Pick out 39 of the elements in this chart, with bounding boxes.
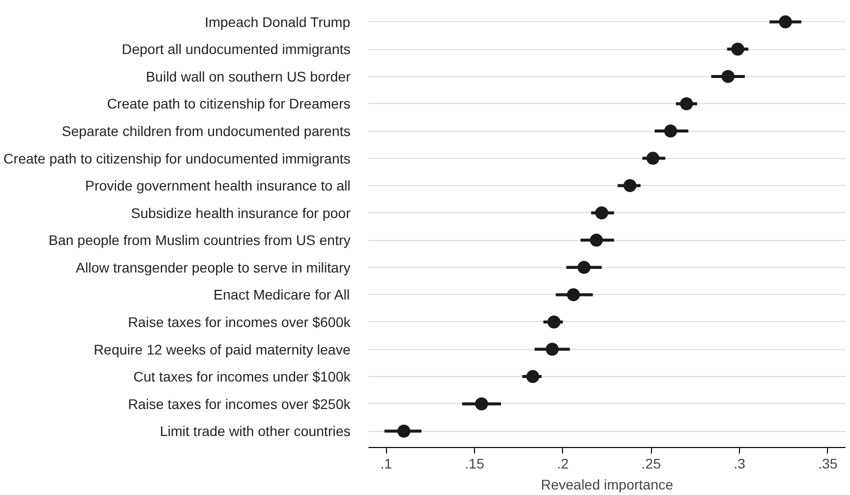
x-tick-label: .2 — [556, 456, 569, 472]
point — [731, 42, 744, 56]
point — [623, 179, 636, 192]
point — [397, 424, 410, 438]
point — [778, 15, 792, 28]
x-axis-title: Revealed importance — [540, 476, 674, 492]
x-tick-label: .25 — [641, 456, 662, 472]
y-tick-label: Build wall on southern US border — [146, 68, 351, 84]
y-tick-label: Impeach Donald Trump — [204, 14, 350, 30]
x-tick-label: .15 — [464, 456, 484, 472]
y-tick-label: Raise taxes for incomes over $250k — [128, 396, 352, 412]
point — [722, 70, 735, 83]
point — [646, 152, 660, 165]
y-tick-label: Raise taxes for incomes over $600k — [128, 314, 352, 330]
y-tick-label: Ban people from Muslim countries from US entry — [48, 232, 350, 248]
point — [566, 288, 580, 302]
y-tick-label: Separate children from undocumented parents — [62, 123, 351, 140]
y-tick-label: Allow transgender people to serve in military — [76, 259, 351, 276]
point — [680, 97, 693, 110]
x-tick-label: .1 — [380, 456, 392, 472]
y-tick-label: Enact Medicare for All — [214, 286, 350, 303]
point — [526, 370, 540, 384]
point — [546, 342, 559, 356]
x-tick-label: .35 — [818, 456, 838, 472]
point — [664, 124, 678, 138]
y-tick-label: Subsidize health insurance for poor — [131, 204, 351, 221]
y-tick-label: Create path to citizenship for undocumented immigrants — [3, 150, 351, 166]
y-tick-label: Require 12 weeks of paid maternity leave — [94, 341, 351, 358]
y-tick-label: Limit trade with other countries — [160, 423, 350, 440]
point — [548, 316, 560, 328]
x-tick-label: .3 — [734, 456, 746, 472]
y-tick-label: Provide government health insurance to all — [85, 178, 351, 194]
point — [578, 260, 591, 274]
y-tick-label: Create path to citizenship for Dreamers — [106, 96, 351, 112]
y-tick-label: Cut taxes for incomes under $100k — [133, 368, 352, 385]
point — [595, 206, 608, 220]
point — [475, 397, 488, 410]
y-tick-label: Deport all undocumented immigrants — [122, 41, 351, 58]
point — [590, 234, 603, 247]
